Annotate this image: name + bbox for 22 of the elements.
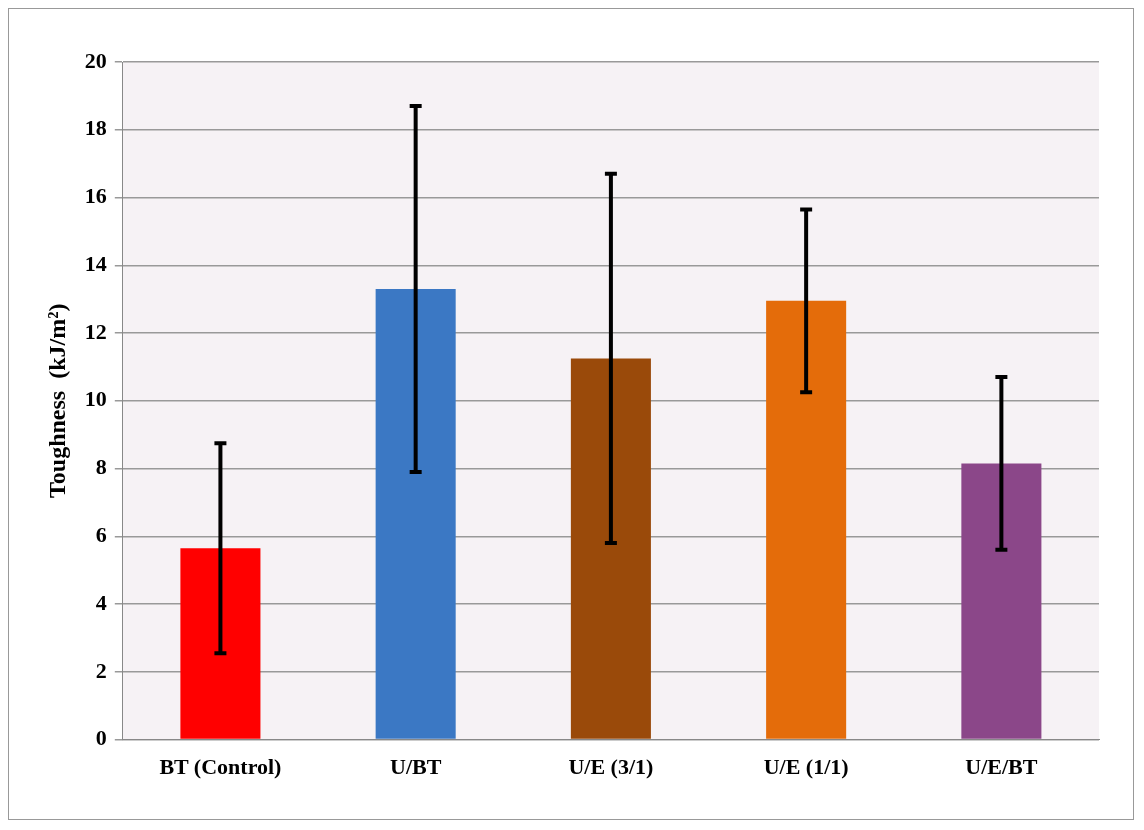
x-tick-label: U/BT: [389, 754, 442, 780]
bar: [375, 289, 456, 739]
bar: [961, 463, 1042, 739]
y-tick-label: 10: [84, 386, 107, 412]
y-tick-label: 12: [84, 318, 107, 344]
x-tick-label: U/E (1/1): [763, 754, 849, 780]
y-tick-label: 18: [84, 115, 107, 141]
y-tick-label: 0: [95, 725, 107, 751]
bar: [180, 548, 261, 739]
x-tick-label: U/E (3/1): [568, 754, 654, 780]
x-tick-label: BT (Control): [159, 754, 282, 780]
y-tick-label: 20: [84, 47, 107, 73]
y-tick-label: 2: [95, 657, 107, 683]
y-tick-label: 4: [95, 589, 107, 615]
y-axis-title: Toughness (kJ/m²): [43, 303, 70, 498]
bar: [766, 300, 847, 739]
y-tick-label: 14: [84, 250, 107, 276]
y-tick-label: 8: [95, 454, 107, 480]
y-tick-label: 16: [84, 183, 107, 209]
x-tick-label: U/E/BT: [965, 754, 1038, 780]
y-tick-label: 6: [95, 522, 107, 548]
bar: [570, 358, 651, 739]
